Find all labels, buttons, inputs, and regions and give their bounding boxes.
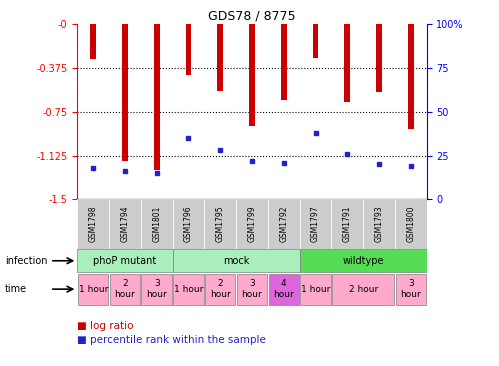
Text: GSM1799: GSM1799 (248, 206, 256, 243)
Text: 2
hour: 2 hour (210, 279, 231, 299)
Text: 1 hour: 1 hour (301, 285, 330, 294)
Bar (299, 199, 331, 249)
Bar (376, 24, 382, 92)
Text: GSM1796: GSM1796 (184, 206, 193, 243)
Bar (218, 24, 223, 90)
Bar (237, 274, 267, 305)
Text: phoP mutant: phoP mutant (93, 256, 157, 266)
Text: infection: infection (5, 256, 47, 266)
Bar (396, 274, 426, 305)
Bar (142, 274, 172, 305)
Bar (110, 274, 140, 305)
Bar (268, 199, 299, 249)
Text: GSM1795: GSM1795 (216, 206, 225, 243)
Bar (154, 24, 160, 170)
Text: 2
hour: 2 hour (115, 279, 135, 299)
Bar (268, 274, 299, 305)
Text: 1 hour: 1 hour (78, 285, 108, 294)
Bar (186, 24, 191, 75)
Bar (299, 249, 427, 272)
Bar (205, 274, 236, 305)
Text: 1 hour: 1 hour (174, 285, 203, 294)
Text: ■ log ratio: ■ log ratio (77, 321, 134, 331)
Text: GSM1791: GSM1791 (343, 206, 352, 242)
Bar (77, 199, 109, 249)
Bar (90, 24, 96, 59)
Text: GSM1800: GSM1800 (406, 206, 415, 242)
Bar (344, 24, 350, 102)
Text: GSM1797: GSM1797 (311, 206, 320, 243)
Text: time: time (5, 284, 27, 294)
Title: GDS78 / 8775: GDS78 / 8775 (208, 10, 296, 23)
Bar (205, 199, 236, 249)
Text: GSM1793: GSM1793 (375, 206, 384, 243)
Bar (395, 199, 427, 249)
Bar (141, 199, 173, 249)
Bar (77, 249, 173, 272)
Text: 3
hour: 3 hour (146, 279, 167, 299)
Bar (122, 24, 128, 161)
Text: GSM1801: GSM1801 (152, 206, 161, 242)
Bar (236, 199, 268, 249)
Text: GSM1792: GSM1792 (279, 206, 288, 242)
Bar (78, 274, 108, 305)
Bar (331, 199, 363, 249)
Bar (313, 24, 318, 58)
Bar (281, 24, 286, 100)
Bar (109, 199, 141, 249)
Bar (173, 199, 205, 249)
Bar (173, 274, 204, 305)
Bar (408, 24, 414, 129)
Text: GSM1794: GSM1794 (120, 206, 129, 243)
Text: wildtype: wildtype (342, 256, 384, 266)
Text: 4
hour: 4 hour (273, 279, 294, 299)
Text: GSM1798: GSM1798 (89, 206, 98, 242)
Text: ■ percentile rank within the sample: ■ percentile rank within the sample (77, 335, 266, 346)
Text: 2 hour: 2 hour (348, 285, 378, 294)
Bar (300, 274, 331, 305)
Bar (332, 274, 394, 305)
Text: 3
hour: 3 hour (400, 279, 421, 299)
Text: 3
hour: 3 hour (242, 279, 262, 299)
Bar (173, 249, 299, 272)
Bar (249, 24, 255, 126)
Bar (363, 199, 395, 249)
Text: mock: mock (223, 256, 250, 266)
